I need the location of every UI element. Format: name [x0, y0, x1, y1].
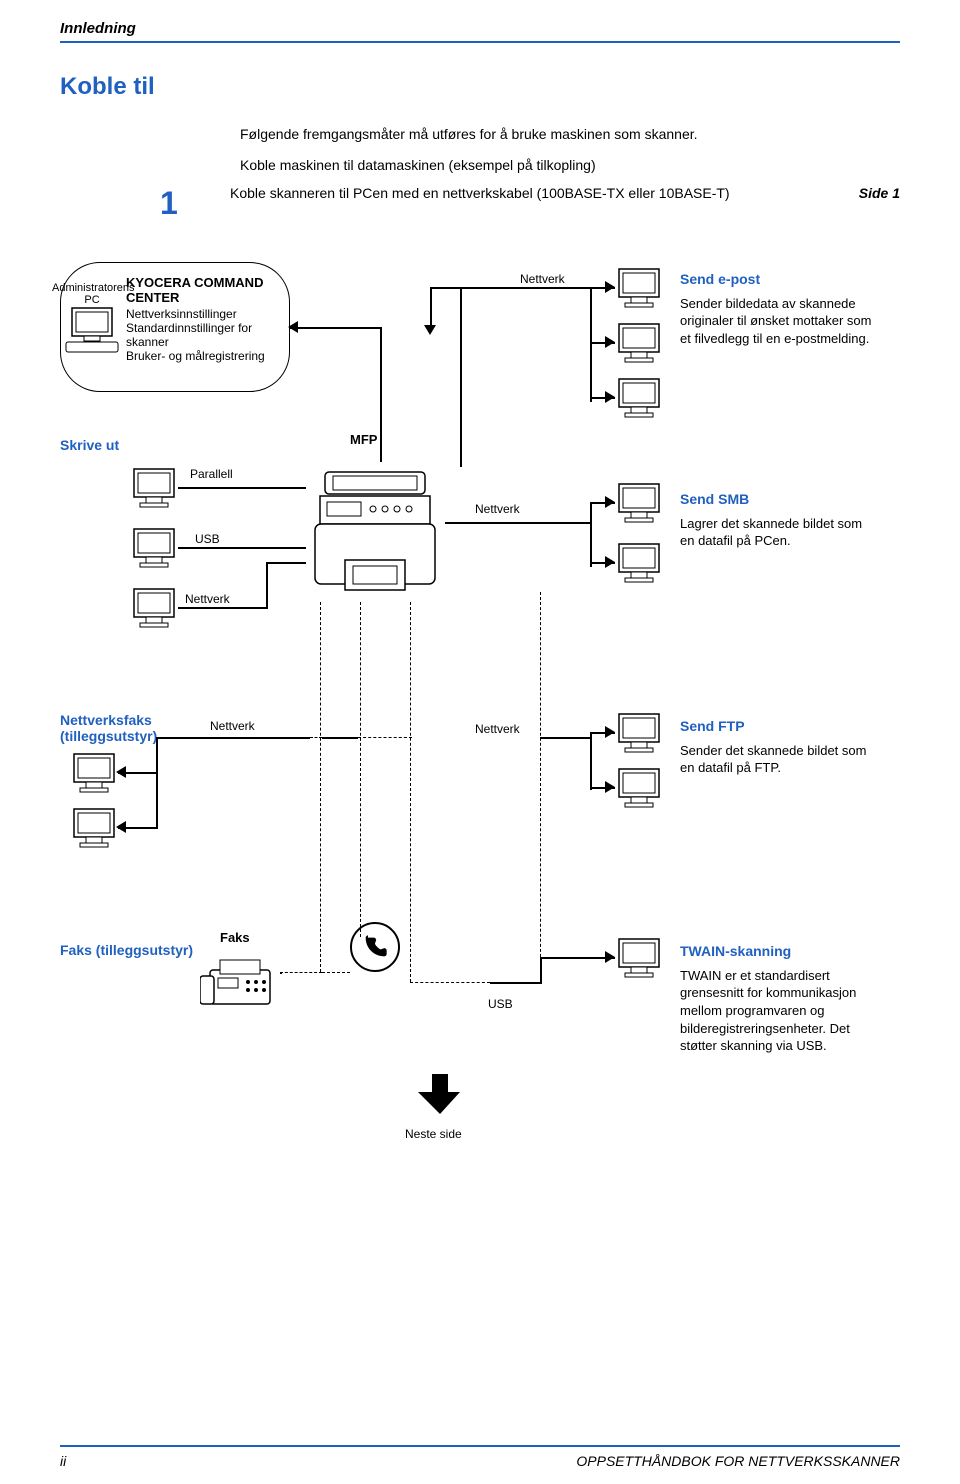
skrive-ut-label: Skrive ut [60, 437, 119, 453]
monitor-icon [615, 377, 663, 419]
admin-pc-node: Administratorens PC [52, 282, 132, 359]
nettverk-left-label: Nettverk [185, 592, 230, 606]
monitor-icon [615, 767, 663, 809]
usb-node [130, 527, 178, 572]
usb-bottom-label: USB [488, 997, 513, 1011]
send-ftp-block: Send FTP Sender det skannede bildet som … [680, 717, 880, 777]
kcc-line1: Nettverksinnstillinger [126, 307, 275, 321]
page-footer: ii OPPSETTHÅNDBOK FOR NETTVERKSSKANNER [60, 1445, 900, 1469]
monitor-icon [615, 267, 663, 309]
phone-icon [350, 922, 400, 972]
nettverk-top-label: Nettverk [520, 272, 565, 286]
fax-machine [200, 952, 280, 1015]
kcc-line2: Standardinnstillinger for skanner [126, 321, 275, 349]
epost-mon3 [615, 377, 663, 422]
subhead-text: Koble maskinen til datamaskinen (eksempe… [240, 157, 900, 173]
smb-mon1 [615, 482, 663, 527]
nettverk-nfaks-label: Nettverk [210, 719, 255, 733]
ftp-mon1 [615, 712, 663, 757]
header-rule [60, 41, 900, 43]
faks-small-label: Faks [220, 930, 250, 945]
usb-label-left: USB [195, 532, 220, 546]
nfaks-mon2 [70, 807, 118, 852]
parallell-label: Parallell [190, 467, 233, 481]
monitor-icon [615, 712, 663, 754]
mfp-icon [305, 462, 445, 602]
twain-desc: TWAIN er et standardisert grensesnitt fo… [680, 968, 856, 1053]
epost-mon2 [615, 322, 663, 367]
send-epost-title: Send e-post [680, 270, 880, 289]
nettverksfaks-label: Nettverksfaks (tilleggsutstyr) [60, 712, 200, 744]
monitor-icon [70, 807, 118, 849]
doc-title: OPPSETTHÅNDBOK FOR NETTVERKSSKANNER [576, 1453, 900, 1469]
page-number: ii [60, 1453, 66, 1469]
mfp-label: MFP [350, 432, 377, 447]
step-text: Koble skanneren til PCen med en nettverk… [230, 185, 829, 201]
neste-side-label: Neste side [405, 1127, 462, 1141]
nettverk-smb-label: Nettverk [475, 502, 520, 516]
step-number: 1 [160, 185, 230, 222]
page-title: Koble til [60, 73, 900, 101]
send-smb-title: Send SMB [680, 490, 880, 509]
monitor-icon [130, 527, 178, 569]
computer-icon [64, 306, 120, 356]
big-arrow-down [418, 1072, 462, 1116]
monitor-icon [130, 587, 178, 629]
nfaks-mon1 [70, 752, 118, 797]
mfp-device [305, 462, 445, 605]
twain-block: TWAIN-skanning TWAIN er et standardisert… [680, 942, 880, 1055]
monitor-icon [130, 467, 178, 509]
monitor-icon [615, 542, 663, 584]
monitor-icon [615, 322, 663, 364]
smb-mon2 [615, 542, 663, 587]
intro-text: Følgende fremgangsmåter må utføres for å… [240, 126, 900, 142]
send-ftp-desc: Sender det skannede bildet som en datafi… [680, 743, 866, 776]
step-1: 1 Koble skanneren til PCen med en nettve… [160, 185, 900, 222]
monitor-icon [70, 752, 118, 794]
send-epost-desc: Sender bildedata av skannede originaler … [680, 296, 871, 346]
kcc-line3: Bruker- og målregistrering [126, 349, 275, 363]
send-smb-block: Send SMB Lagrer det skannede bildet som … [680, 490, 880, 550]
fax-icon [200, 952, 280, 1012]
nettverk-left-node [130, 587, 178, 632]
side-ref: Side 1 [859, 185, 900, 201]
send-smb-desc: Lagrer det skannede bildet som en datafi… [680, 516, 862, 549]
send-epost-block: Send e-post Sender bildedata av skannede… [680, 270, 880, 348]
twain-mon [615, 937, 663, 982]
twain-title: TWAIN-skanning [680, 942, 880, 961]
ftp-mon2 [615, 767, 663, 812]
network-diagram: KYOCERA COMMAND CENTER Nettverksinnstill… [60, 242, 900, 1292]
faks-label: Faks (tilleggsutstyr) [60, 942, 200, 958]
kcc-title: KYOCERA COMMAND CENTER [126, 275, 275, 305]
epost-mon1 [615, 267, 663, 312]
monitor-icon [615, 937, 663, 979]
parallell-node [130, 467, 178, 512]
admin-pc-label: Administratorens PC [52, 282, 132, 306]
monitor-icon [615, 482, 663, 524]
section-header: Innledning [60, 20, 900, 37]
send-ftp-title: Send FTP [680, 717, 880, 736]
footer-rule [60, 1445, 900, 1447]
nettverk-ftp-label: Nettverk [475, 722, 520, 736]
